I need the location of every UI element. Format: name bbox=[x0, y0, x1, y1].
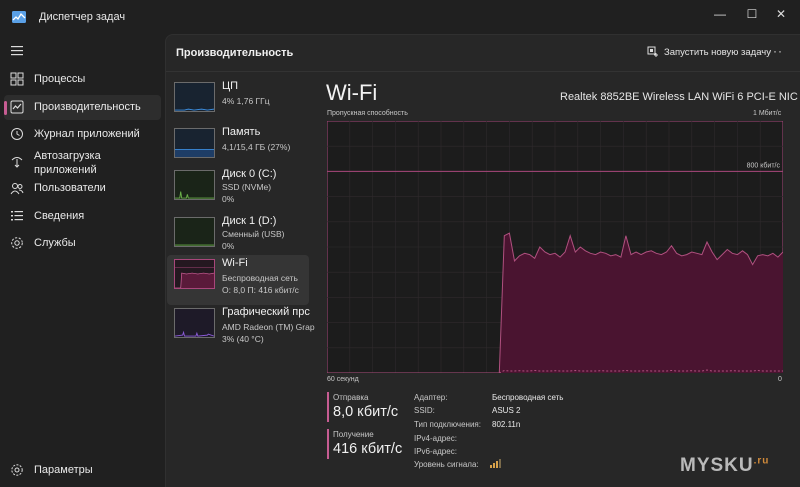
nav-item-label: Журнал приложений bbox=[34, 128, 140, 140]
resource-stat: О: 8,0 П: 416 кбит/с bbox=[222, 285, 299, 295]
nav-item-label: Производительность bbox=[34, 101, 141, 113]
nav-item-startup-apps[interactable]: Автозагрузка приложений bbox=[4, 149, 161, 179]
info-value-adapter: Беспроводная сеть bbox=[492, 393, 564, 402]
resource-stat: 0% bbox=[222, 194, 235, 204]
graph-title-label: Пропускная способность bbox=[327, 110, 408, 117]
resource-stat: 3% (40 °C) bbox=[222, 334, 264, 344]
info-key-connection-type: Тип подключения: bbox=[414, 420, 481, 429]
minimize-button[interactable]: — bbox=[714, 7, 726, 21]
resource-type: Сменный (USB) bbox=[222, 229, 285, 239]
nav-item-settings[interactable]: Параметры bbox=[4, 458, 161, 483]
run-task-icon bbox=[647, 46, 658, 57]
resource-stat: 4,1/15,4 ГБ (27%) bbox=[222, 142, 291, 152]
send-series-line bbox=[327, 369, 783, 373]
info-value-ssid: ASUS 2 bbox=[492, 406, 521, 415]
startup-icon bbox=[11, 157, 23, 168]
maximize-button[interactable]: ☐ bbox=[746, 7, 758, 21]
disk1-thumbnail-graph bbox=[174, 217, 215, 247]
resource-type: AMD Radeon (TM) Grap bbox=[222, 322, 315, 332]
info-key-ipv6: IPv6-адрес: bbox=[414, 447, 457, 456]
more-options-button[interactable]: ··· bbox=[768, 44, 783, 58]
details-icon bbox=[11, 211, 23, 221]
app-history-icon bbox=[11, 128, 23, 140]
title-bar: Диспетчер задач — ☐ ✕ bbox=[0, 0, 800, 34]
nav-item-label: Сведения bbox=[34, 210, 85, 222]
nav-item-app-history[interactable]: Журнал приложений bbox=[4, 122, 161, 147]
wifi-throughput-graph: 800 кбит/с bbox=[327, 121, 783, 373]
nav-item-label: Параметры bbox=[34, 464, 93, 476]
window-title: Диспетчер задач bbox=[39, 11, 126, 23]
page-title: Производительность bbox=[176, 47, 294, 59]
resource-name: Диск 1 (D:) bbox=[222, 215, 277, 227]
resource-name: Графический прс bbox=[222, 306, 310, 318]
run-task-label: Запустить новую задачу bbox=[664, 47, 771, 58]
gpu-thumbnail-graph bbox=[174, 308, 215, 338]
gear-icon bbox=[11, 464, 23, 476]
adapter-name: Realtek 8852BE Wireless LAN WiFi 6 PCI-E… bbox=[560, 91, 798, 103]
watermark-brand: MYSKU bbox=[680, 455, 754, 476]
info-key-signal: Уровень сигнала: bbox=[414, 460, 479, 469]
receive-indicator bbox=[327, 429, 329, 459]
resource-stat: 0% bbox=[222, 241, 235, 251]
receive-value: 416 кбит/с bbox=[333, 441, 403, 457]
nav-item-details[interactable]: Сведения bbox=[4, 204, 161, 229]
resource-name: Память bbox=[222, 126, 261, 138]
resource-item-wifi[interactable]: Wi-Fi Беспроводная сеть О: 8,0 П: 416 кб… bbox=[167, 255, 309, 305]
resource-name: Wi-Fi bbox=[222, 257, 248, 269]
performance-icon bbox=[10, 100, 24, 114]
receive-series-line bbox=[327, 232, 783, 373]
nav-item-processes[interactable]: Процессы bbox=[4, 67, 161, 92]
hamburger-menu-icon[interactable] bbox=[10, 44, 26, 58]
detail-title: Wi-Fi bbox=[326, 80, 378, 105]
nav-item-label: Пользователи bbox=[34, 182, 106, 194]
resource-name: ЦП bbox=[222, 80, 239, 92]
info-key-ssid: SSID: bbox=[414, 406, 435, 415]
resource-type: SSD (NVMe) bbox=[222, 182, 272, 192]
signal-strength-icon bbox=[490, 459, 501, 468]
info-value-connection-type: 802.11n bbox=[492, 420, 521, 429]
resource-name: Диск 0 (C:) bbox=[222, 168, 277, 180]
processes-icon bbox=[10, 72, 24, 86]
close-button[interactable]: ✕ bbox=[775, 7, 787, 21]
cpu-thumbnail-graph bbox=[174, 82, 215, 112]
nav-item-performance[interactable]: Производительность bbox=[4, 95, 161, 120]
disk0-thumbnail-graph bbox=[174, 170, 215, 200]
receive-series-area bbox=[327, 233, 783, 373]
resource-item-gpu[interactable]: Графический прс AMD Radeon (TM) Grap 3% … bbox=[167, 304, 315, 354]
resource-stat: 4% 1,76 ГГц bbox=[222, 96, 270, 106]
reference-line-label: 800 кбит/с bbox=[747, 161, 781, 169]
graph-time-label: 60 секунд bbox=[327, 376, 359, 383]
header-divider bbox=[166, 71, 800, 72]
watermark-logo: MYSKU.ru bbox=[680, 455, 769, 477]
resource-item-memory[interactable]: Память 4,1/15,4 ГБ (27%) bbox=[167, 124, 309, 174]
users-icon bbox=[10, 183, 24, 195]
watermark-tld: .ru bbox=[753, 455, 770, 467]
nav-item-users[interactable]: Пользователи bbox=[4, 176, 161, 201]
send-label: Отправка bbox=[333, 393, 369, 402]
services-icon bbox=[11, 237, 23, 249]
send-value: 8,0 кбит/с bbox=[333, 404, 399, 420]
resource-item-disk0[interactable]: Диск 0 (C:) SSD (NVMe) 0% bbox=[167, 166, 309, 216]
receive-label: Получение bbox=[333, 430, 374, 439]
resource-type: Беспроводная сеть bbox=[222, 273, 298, 283]
nav-item-label: Службы bbox=[34, 237, 76, 249]
nav-item-services[interactable]: Службы bbox=[4, 231, 161, 256]
memory-thumbnail-graph bbox=[174, 128, 215, 158]
wifi-thumbnail-graph bbox=[174, 259, 215, 289]
send-indicator bbox=[327, 392, 329, 422]
resource-item-cpu[interactable]: ЦП 4% 1,76 ГГц bbox=[167, 78, 309, 128]
info-key-adapter: Адаптер: bbox=[414, 393, 448, 402]
graph-max-label: 1 Мбит/с bbox=[753, 110, 782, 117]
nav-item-label: Автозагрузка приложений bbox=[34, 150, 101, 176]
info-key-ipv4: IPv4-адрес: bbox=[414, 434, 457, 443]
graph-zero-label: 0 bbox=[778, 376, 782, 383]
nav-item-label: Процессы bbox=[34, 73, 86, 85]
active-indicator bbox=[4, 101, 7, 115]
resource-item-disk1[interactable]: Диск 1 (D:) Сменный (USB) 0% bbox=[167, 213, 309, 263]
task-manager-app-icon bbox=[12, 11, 26, 23]
